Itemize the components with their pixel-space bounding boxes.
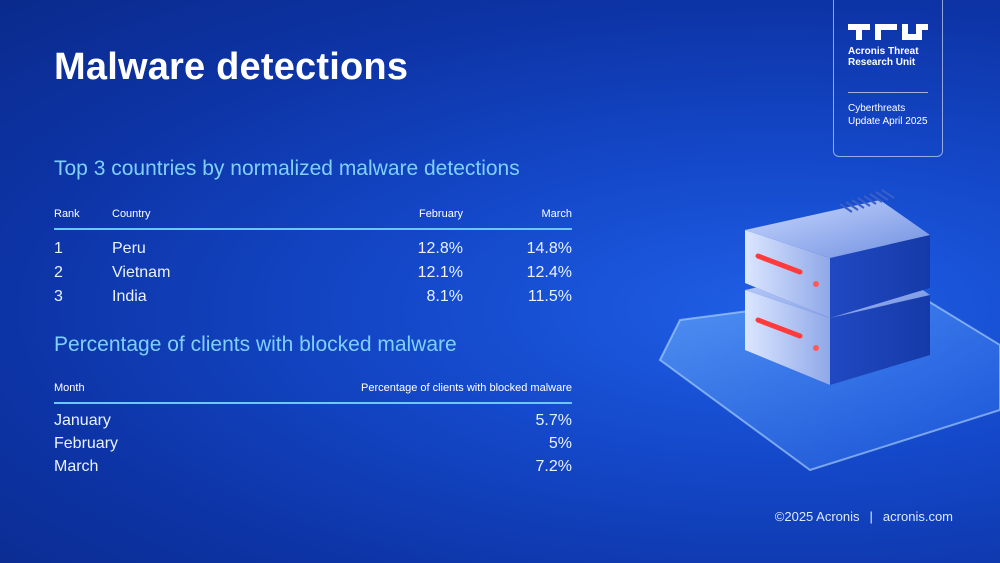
cell-country: Vietnam [112, 264, 171, 281]
footer-copyright: ©2025 Acronis [774, 509, 860, 524]
cell-rank: 1 [54, 240, 63, 257]
cell-february: 8.1% [426, 288, 463, 305]
cell-percentage: 5% [548, 435, 572, 452]
led-strip-lower [755, 317, 803, 339]
cell-month: February [54, 435, 119, 452]
cell-country: Peru [112, 240, 146, 257]
server-stack-illustration [658, 189, 1000, 472]
tru-logo-icon [848, 24, 928, 40]
countries-table: Rank Country February March 1 Peru 12.8%… [54, 208, 572, 312]
header-country: Country [112, 208, 151, 220]
brand-divider [848, 92, 928, 93]
vent-grille-icon [839, 189, 895, 213]
table-row: January 5.7% [54, 412, 572, 435]
header-february: February [418, 208, 463, 220]
server-upper-top [745, 200, 930, 258]
brand-unit-name: Acronis Threat Research Unit [848, 46, 919, 68]
cell-rank: 2 [54, 264, 63, 281]
cell-month: January [54, 412, 111, 429]
header-percentage: Percentage of clients with blocked malwa… [361, 382, 572, 394]
table-row: 1 Peru 12.8% 14.8% [54, 240, 572, 264]
cell-february: 12.1% [417, 264, 463, 281]
server-lower-face [745, 290, 830, 385]
cell-march: 12.4% [526, 264, 572, 281]
table1-title: Top 3 countries by normalized malware de… [54, 157, 520, 180]
brand-subtitle: Cyberthreats Update April 2025 [848, 103, 928, 127]
cell-month: March [54, 458, 99, 475]
cell-february: 12.8% [417, 240, 463, 257]
brand-badge: Acronis Threat Research Unit Cyberthreat… [833, 0, 943, 157]
blocked-malware-table: Month Percentage of clients with blocked… [54, 382, 572, 481]
cell-country: India [112, 288, 147, 305]
cell-rank: 3 [54, 288, 63, 305]
header-month: Month [54, 382, 85, 394]
table-row: 3 India 8.1% 11.5% [54, 288, 572, 312]
led-strip-upper [755, 253, 803, 275]
table-row: March 7.2% [54, 458, 572, 481]
table-row: 2 Vietnam 12.1% 12.4% [54, 264, 572, 288]
led-dot-lower [813, 345, 819, 351]
footer-divider: | [869, 509, 873, 524]
page-title: Malware detections [54, 46, 409, 88]
led-dot-upper [813, 281, 819, 287]
table2-title: Percentage of clients with blocked malwa… [54, 333, 457, 356]
footer: ©2025 Acronis | acronis.com [775, 509, 953, 524]
table-header: Month Percentage of clients with blocked… [54, 382, 572, 404]
header-rank: Rank [54, 208, 80, 220]
cell-percentage: 7.2% [535, 458, 572, 475]
footer-website-link[interactable]: acronis.com [882, 509, 953, 524]
header-march: March [541, 208, 572, 220]
table-row: February 5% [54, 435, 572, 458]
cell-percentage: 5.7% [535, 412, 572, 429]
cell-march: 14.8% [526, 240, 572, 257]
table-header: Rank Country February March [54, 208, 572, 230]
server-upper-face [745, 230, 830, 318]
cell-march: 11.5% [527, 288, 572, 305]
